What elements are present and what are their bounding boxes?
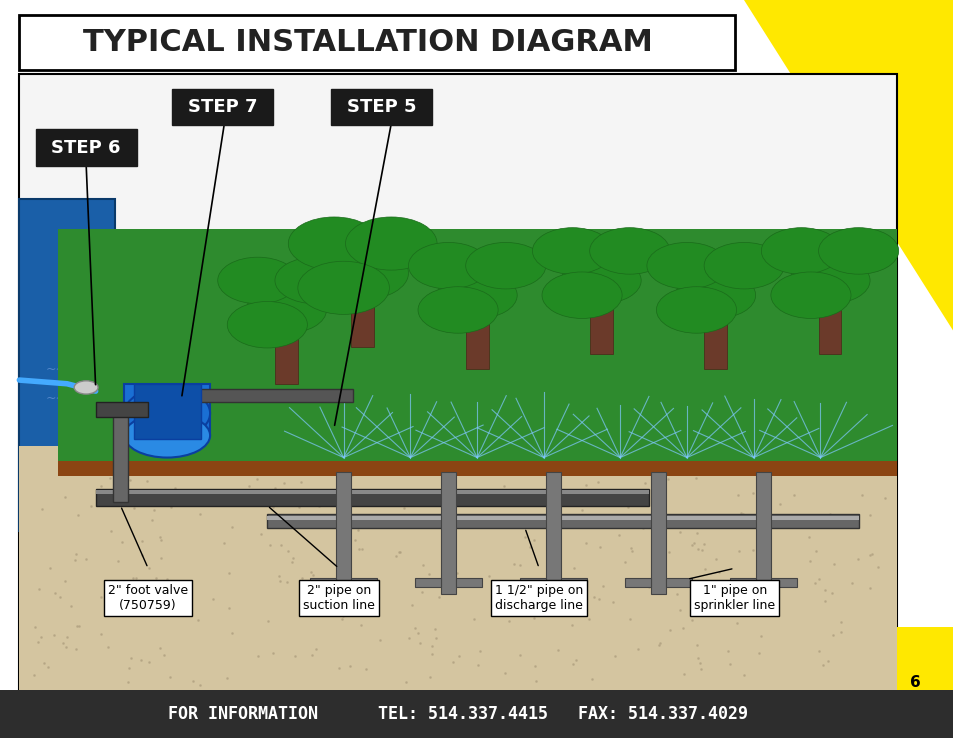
Bar [440,472,456,594]
Ellipse shape [408,242,488,289]
Bar [545,472,560,594]
Bar [351,578,376,587]
Ellipse shape [124,387,210,439]
Bar [665,578,691,587]
Ellipse shape [646,242,726,289]
Bar [95,489,648,506]
Ellipse shape [760,228,841,275]
Bar [310,578,335,587]
Bar [519,578,545,587]
Bar [0,690,953,738]
Ellipse shape [656,287,736,334]
Bar [112,413,128,502]
Ellipse shape [436,272,517,319]
Bar [19,199,114,531]
Ellipse shape [465,242,545,289]
Text: STEP 7: STEP 7 [188,98,257,116]
FancyBboxPatch shape [19,15,734,70]
Bar [335,472,351,594]
Ellipse shape [217,258,297,304]
Bar [415,578,440,587]
Bar [650,472,665,594]
Ellipse shape [703,242,783,289]
Ellipse shape [589,228,669,275]
Bar [896,627,953,690]
Ellipse shape [789,258,869,304]
Ellipse shape [532,228,612,275]
Ellipse shape [274,258,355,304]
Text: ~~~~: ~~~~ [46,392,88,405]
Bar [755,472,770,594]
FancyBboxPatch shape [172,89,273,125]
Text: TYPICAL INSTALLATION DIAGRAM: TYPICAL INSTALLATION DIAGRAM [83,27,652,57]
Ellipse shape [560,258,640,304]
Ellipse shape [297,261,389,314]
Ellipse shape [288,217,379,270]
Bar [456,578,481,587]
Ellipse shape [675,272,755,319]
FancyBboxPatch shape [35,129,136,166]
Ellipse shape [417,287,497,334]
Ellipse shape [74,381,98,394]
Bar [19,74,896,690]
Bar [703,280,726,369]
Bar [818,266,841,354]
Bar [267,516,858,520]
Ellipse shape [227,302,307,348]
Bar [267,514,858,528]
Bar [57,461,896,476]
Bar [95,402,148,417]
Polygon shape [743,0,953,332]
Ellipse shape [541,272,621,319]
Bar [560,578,586,587]
Bar [133,384,200,439]
Bar [351,258,374,347]
Bar [57,229,896,472]
Text: 1" pipe on
sprinkler line: 1" pipe on sprinkler line [694,584,775,612]
Text: 1 1/2" pipe on
discharge line: 1 1/2" pipe on discharge line [495,584,582,612]
Ellipse shape [770,272,850,319]
Bar [624,578,650,587]
Bar [465,280,488,369]
Ellipse shape [345,217,436,270]
Bar [95,490,648,494]
FancyBboxPatch shape [331,89,432,125]
Ellipse shape [246,287,326,334]
Text: 2" pipe on
suction line: 2" pipe on suction line [303,584,375,612]
Text: 6: 6 [909,675,921,690]
Ellipse shape [124,413,210,458]
Text: STEP 5: STEP 5 [347,98,416,116]
Bar [19,446,896,690]
Bar [729,578,755,587]
Bar [274,295,297,384]
Bar [124,384,210,435]
Text: STEP 6: STEP 6 [51,139,121,156]
Text: ~~~~: ~~~~ [46,362,88,376]
Bar [589,266,612,354]
Text: 2" foot valve
(750759): 2" foot valve (750759) [108,584,188,612]
Text: FOR INFORMATION      TEL: 514.337.4415   FAX: 514.337.4029: FOR INFORMATION TEL: 514.337.4415 FAX: 5… [168,706,747,723]
Bar [181,389,353,402]
Bar [770,578,796,587]
Ellipse shape [818,228,898,275]
Ellipse shape [316,246,408,300]
